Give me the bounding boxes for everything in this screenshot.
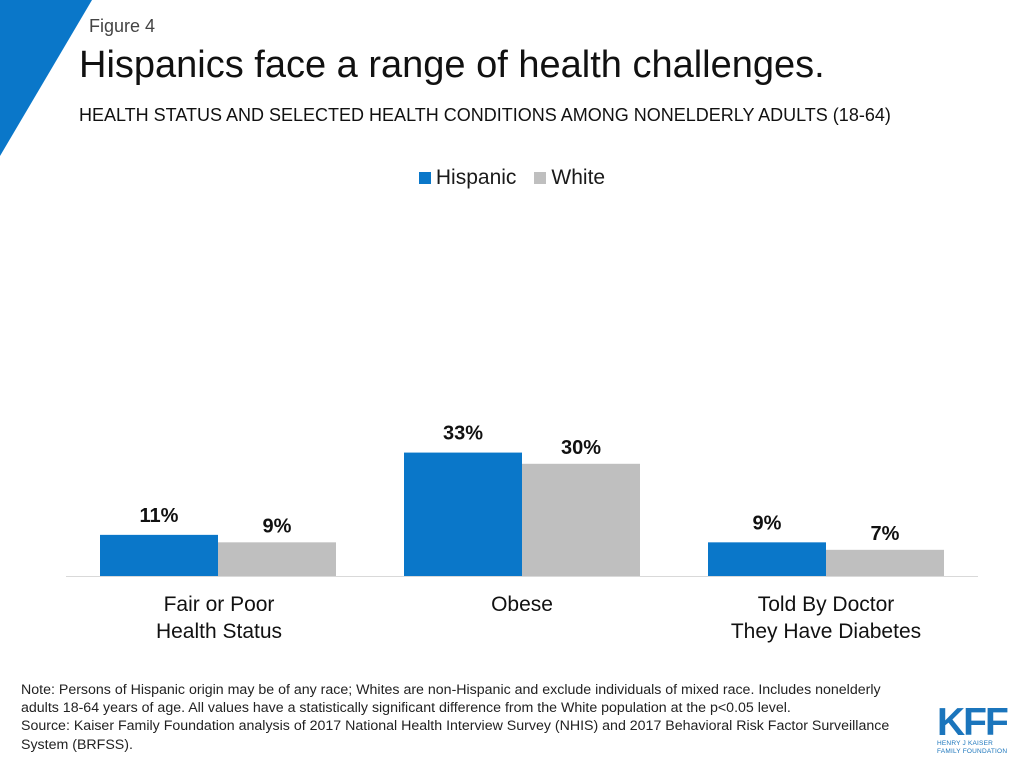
category-label-line: They Have Diabetes: [730, 620, 922, 643]
kff-logo-line1: HENRY J KAISER: [937, 740, 994, 747]
data-label-hispanic-1: 33%: [443, 423, 483, 445]
legend-label-white: White: [551, 166, 606, 189]
legend-label-hispanic: Hispanic: [435, 166, 517, 189]
bar-white-1: [522, 463, 640, 576]
legend: Hispanic White: [0, 166, 1024, 190]
legend-item-white: White: [534, 166, 605, 190]
figure-label: Figure 4: [89, 16, 156, 36]
bar-white-2: [826, 549, 944, 576]
corner-accent-shape: [0, 0, 92, 156]
legend-swatch-white: [534, 172, 547, 184]
chart-subtitle: HEALTH STATUS AND SELECTED HEALTH CONDIT…: [79, 105, 891, 125]
bar-hispanic-0: [100, 534, 218, 576]
legend-item-hispanic: Hispanic: [418, 166, 517, 190]
bar-hispanic-1: [404, 452, 522, 576]
category-label-diabetes: Told By Doctor They Have Diabetes: [706, 591, 946, 645]
data-label-hispanic-2: 9%: [753, 512, 782, 534]
data-label-hispanic-0: 11%: [140, 505, 179, 527]
category-label-obese: Obese: [402, 591, 642, 618]
chart-title: Hispanics face a range of health challen…: [79, 44, 825, 86]
category-label-line: Health Status: [155, 620, 283, 643]
footnote: Note: Persons of Hispanic origin may be …: [21, 681, 921, 754]
category-label-line: Fair or Poor: [163, 593, 275, 616]
note-text: Note: Persons of Hispanic origin may be …: [21, 682, 881, 717]
category-label-line: Told By Doctor: [757, 593, 895, 616]
bar-white-0: [218, 542, 336, 576]
data-label-white-0: 9%: [263, 515, 292, 537]
kff-logo-mark: KFF: [937, 701, 1009, 744]
legend-swatch-hispanic: [418, 172, 431, 184]
source-text: Source: Kaiser Family Foundation analysi…: [21, 718, 890, 753]
category-label-fair-or-poor: Fair or Poor Health Status: [99, 591, 339, 645]
kff-logo: KFF HENRY J KAISER FAMILY FOUNDATION: [937, 701, 1009, 756]
data-label-white-2: 7%: [871, 523, 900, 545]
data-label-white-1: 30%: [561, 437, 601, 459]
category-label-line: Obese: [491, 593, 553, 616]
kff-logo-line2: FAMILY FOUNDATION: [937, 747, 1008, 755]
bar-hispanic-2: [708, 542, 826, 576]
